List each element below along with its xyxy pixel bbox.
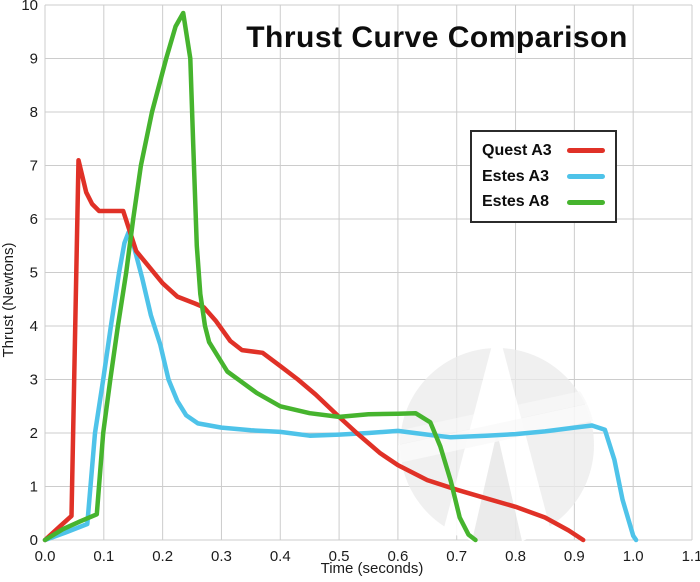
curve-series	[42, 10, 639, 543]
axis-tick-labels: 0.0 0.1 0.2 0.3 0.4 0.5 0.6 0.7 0.8 0.9 1.0 1.1 0 1 2 3…	[21, 0, 700, 565]
x-tick-label: 0.8	[505, 548, 526, 565]
curve-estes-a8	[42, 10, 478, 543]
x-tick-label: 0.5	[329, 548, 350, 565]
chart-title: Thrust Curve Comparison	[246, 21, 628, 54]
x-axis-title: Time (seconds)	[321, 560, 424, 577]
x-tick-label: 0.3	[211, 548, 232, 565]
y-tick-label: 4	[30, 318, 38, 335]
y-tick-label: 1	[30, 479, 38, 496]
x-tick-label: 1.0	[623, 548, 644, 565]
x-tick-label: 0.1	[93, 548, 114, 565]
y-axis-title: Thrust (Newtons)	[0, 242, 17, 357]
curve-estes-a3	[42, 230, 639, 543]
y-tick-label: 0	[30, 532, 38, 549]
legend-item-quest-a3: Quest A3	[482, 142, 605, 160]
y-tick-label: 3	[30, 372, 38, 389]
x-tick-label: 0.9	[564, 548, 585, 565]
legend-swatch-estes-a8	[567, 199, 605, 205]
legend-swatch-estes-a3	[567, 174, 605, 179]
y-tick-label: 5	[30, 265, 38, 282]
watermark-logo	[398, 346, 596, 543]
y-tick-label: 10	[21, 0, 38, 14]
y-tick-label: 8	[30, 104, 38, 121]
x-tick-label: 0.4	[270, 548, 291, 565]
legend-item-estes-a8: Estes A8	[482, 193, 605, 211]
y-tick-label: 6	[30, 211, 38, 228]
x-tick-label: 1.1	[682, 548, 700, 565]
y-tick-label: 2	[30, 425, 38, 442]
legend-label-quest-a3: Quest A3	[482, 141, 552, 159]
x-tick-label: 0.7	[446, 548, 467, 565]
legend-label-estes-a8: Estes A8	[482, 193, 549, 211]
legend-label-estes-a3: Estes A3	[482, 167, 549, 185]
legend-item-estes-a3: Estes A3	[482, 168, 605, 186]
x-tick-label: 0.0	[35, 548, 56, 565]
y-tick-label: 9	[30, 51, 38, 68]
legend-box: Quest A3 Estes A3 Estes A8	[470, 130, 617, 223]
apogee-a-counter	[472, 432, 522, 541]
x-tick-label: 0.2	[152, 548, 173, 565]
y-tick-label: 7	[30, 158, 38, 175]
legend-swatch-quest-a3	[567, 148, 605, 154]
x-tick-label: 0.6	[387, 548, 408, 565]
watermark-ribbon	[398, 400, 596, 464]
